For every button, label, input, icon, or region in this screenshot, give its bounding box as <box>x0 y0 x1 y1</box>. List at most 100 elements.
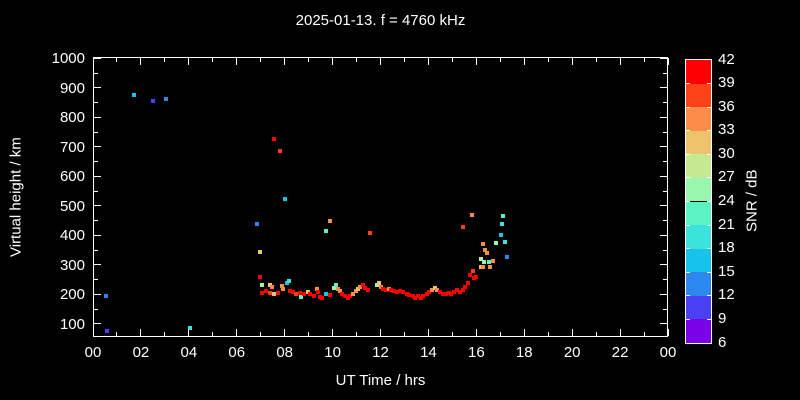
data-point <box>280 284 285 288</box>
colorbar-tick-label: 27 <box>718 168 735 186</box>
data-point <box>298 291 302 296</box>
data-point <box>338 289 342 294</box>
x-axis-label: UT Time / hrs <box>335 372 426 389</box>
data-point <box>493 240 498 245</box>
data-point <box>482 248 487 253</box>
y-axis-tick <box>660 264 667 266</box>
x-axis-tick <box>236 58 238 65</box>
y-axis-tick-label: 300 <box>59 256 85 274</box>
data-point <box>287 289 292 294</box>
colorbar-segment <box>686 319 711 343</box>
colorbar-tick <box>707 153 711 155</box>
data-point <box>448 291 453 296</box>
x-axis-tick <box>332 329 334 336</box>
data-point <box>280 286 285 291</box>
chart-title: 2025-01-13. f = 4760 kHz <box>295 12 466 29</box>
y-axis-label: Virtual height / km <box>7 137 25 257</box>
x-axis-tick-label: 08 <box>276 344 293 361</box>
data-point <box>339 291 344 296</box>
data-point <box>271 136 276 141</box>
y-axis-minor-tick <box>663 161 667 163</box>
data-point <box>503 240 508 245</box>
data-point <box>277 149 282 154</box>
data-point <box>420 294 425 299</box>
x-axis-tick <box>92 58 94 65</box>
data-point <box>271 291 276 296</box>
y-axis-tick <box>660 57 667 59</box>
colorbar-segment <box>686 272 711 296</box>
data-point <box>286 279 291 283</box>
data-point <box>401 290 406 295</box>
data-point <box>291 289 296 294</box>
data-point <box>473 275 478 280</box>
data-point <box>308 291 313 296</box>
colorbar-tick <box>707 201 711 202</box>
y-axis-tick <box>660 323 667 325</box>
data-point <box>426 290 431 295</box>
x-axis-minor-tick <box>308 58 310 62</box>
y-axis-tick-label: 700 <box>59 138 85 156</box>
x-axis-minor-tick <box>116 332 118 336</box>
colorbar-tick <box>686 295 690 297</box>
colorbar-tick-label: 21 <box>718 215 735 233</box>
colorbar-tick <box>686 318 690 320</box>
data-point <box>104 293 109 298</box>
x-axis-minor-tick <box>595 58 597 62</box>
data-point <box>384 288 388 293</box>
x-axis-minor-tick <box>547 58 549 62</box>
data-point <box>505 255 509 260</box>
y-axis-minor-tick <box>94 220 98 222</box>
data-point <box>418 296 423 301</box>
x-axis-tick <box>284 329 286 336</box>
y-axis-tick <box>94 323 101 325</box>
x-axis-tick <box>284 58 286 65</box>
data-point <box>411 294 416 299</box>
data-point <box>484 251 489 255</box>
data-point <box>407 293 411 298</box>
data-point <box>268 291 273 296</box>
data-point <box>465 281 470 286</box>
colorbar-tick <box>707 130 711 132</box>
x-axis-tick-label: 10 <box>324 344 341 361</box>
x-axis-tick <box>475 329 477 336</box>
y-axis-minor-tick <box>663 131 667 133</box>
y-axis-minor-tick <box>663 308 667 310</box>
data-point <box>397 289 402 294</box>
y-axis-tick <box>660 175 667 177</box>
colorbar-tick <box>686 83 690 85</box>
data-point <box>332 286 337 291</box>
data-point <box>395 290 400 295</box>
data-point <box>499 222 504 227</box>
data-point <box>415 294 420 299</box>
data-point <box>482 260 486 265</box>
y-axis-tick-label: 800 <box>59 109 85 127</box>
data-point <box>454 288 459 293</box>
data-point <box>259 291 264 296</box>
data-point <box>257 250 262 255</box>
y-axis-tick-label: 1000 <box>51 50 85 68</box>
y-axis-minor-tick <box>663 190 667 192</box>
data-point <box>275 291 280 296</box>
x-axis-tick <box>92 329 94 336</box>
y-axis-tick <box>94 146 101 148</box>
y-axis-tick <box>94 234 101 236</box>
colorbar-segment <box>686 295 711 320</box>
data-point <box>487 265 492 270</box>
y-axis-minor-tick <box>94 72 98 74</box>
x-axis-minor-tick <box>451 332 453 336</box>
data-point <box>311 294 316 299</box>
y-axis-tick <box>660 146 667 148</box>
data-point <box>327 293 332 298</box>
data-point <box>105 329 110 334</box>
colorbar-tick <box>686 153 690 155</box>
data-point <box>302 291 307 296</box>
x-axis-minor-tick <box>643 332 645 336</box>
y-axis-tick <box>94 116 101 118</box>
data-point <box>389 288 394 293</box>
data-point <box>432 286 437 291</box>
data-point <box>380 286 385 291</box>
x-axis-tick <box>619 329 621 336</box>
x-axis-tick-label: 16 <box>467 344 485 361</box>
x-axis-tick <box>667 329 669 336</box>
y-axis-tick <box>94 293 101 295</box>
